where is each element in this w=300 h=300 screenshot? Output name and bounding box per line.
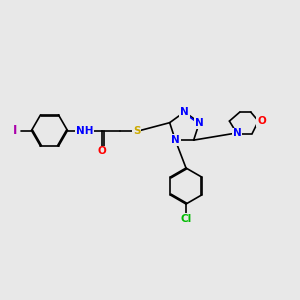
Text: NH: NH — [76, 125, 93, 136]
Text: N: N — [195, 118, 204, 128]
Text: N: N — [171, 135, 180, 145]
Text: N: N — [232, 128, 242, 139]
Text: N: N — [180, 107, 189, 117]
Text: O: O — [257, 116, 266, 126]
Text: I: I — [13, 124, 17, 137]
Text: Cl: Cl — [180, 214, 192, 224]
Text: S: S — [133, 125, 140, 136]
Text: O: O — [98, 146, 106, 157]
